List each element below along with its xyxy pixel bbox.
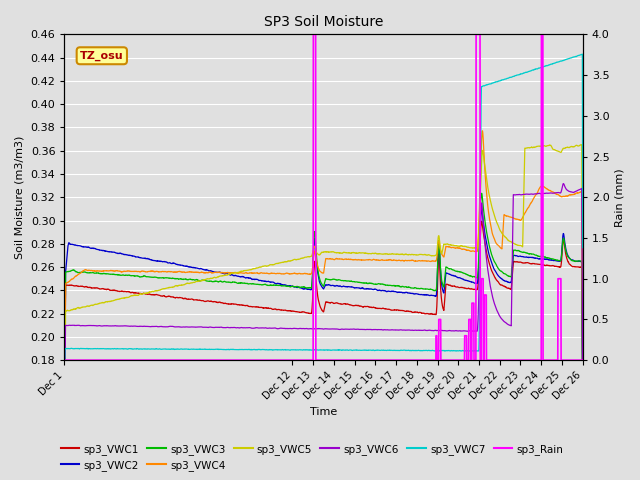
sp3_VWC4 <box>155 269 163 275</box>
Line: sp3_VWC3: sp3_VWC3 <box>65 193 582 421</box>
sp3_Rain <box>259 357 266 363</box>
sp3_VWC5 <box>371 251 379 256</box>
sp3_VWC5 <box>397 252 405 257</box>
sp3_VWC7 <box>155 346 163 352</box>
sp3_VWC7 <box>371 348 379 353</box>
sp3_Rain <box>309 32 317 37</box>
sp3_VWC7 <box>486 81 494 87</box>
sp3_VWC1 <box>579 400 586 406</box>
sp3_VWC4 <box>479 128 486 133</box>
sp3_VWC7 <box>259 347 266 352</box>
sp3_VWC4 <box>259 270 266 276</box>
sp3_VWC1 <box>371 305 379 311</box>
sp3_VWC3 <box>155 275 163 281</box>
sp3_VWC1 <box>397 308 405 313</box>
sp3_VWC5 <box>259 264 266 269</box>
sp3_VWC1 <box>61 424 68 430</box>
sp3_VWC5 <box>578 142 586 147</box>
sp3_VWC1 <box>155 292 163 298</box>
sp3_VWC6 <box>559 180 567 186</box>
sp3_VWC6 <box>155 324 163 330</box>
sp3_VWC5 <box>61 438 68 444</box>
Line: sp3_VWC4: sp3_VWC4 <box>65 131 582 427</box>
sp3_VWC3 <box>259 282 266 288</box>
Text: TZ_osu: TZ_osu <box>80 50 124 61</box>
sp3_VWC5 <box>486 198 494 204</box>
Line: sp3_Rain: sp3_Rain <box>65 35 582 360</box>
sp3_VWC6 <box>579 357 586 363</box>
sp3_Rain <box>371 357 379 363</box>
sp3_VWC6 <box>61 444 68 450</box>
sp3_VWC4 <box>447 245 455 251</box>
sp3_VWC2 <box>259 278 266 284</box>
sp3_Rain <box>579 357 586 363</box>
sp3_Rain <box>487 357 495 363</box>
sp3_VWC3 <box>447 266 455 272</box>
sp3_VWC1 <box>447 283 455 289</box>
Title: SP3 Soil Moisture: SP3 Soil Moisture <box>264 15 383 29</box>
sp3_VWC1 <box>487 265 495 271</box>
sp3_VWC3 <box>61 419 68 424</box>
sp3_VWC6 <box>259 325 266 331</box>
sp3_Rain <box>397 357 405 363</box>
sp3_VWC4 <box>579 359 586 364</box>
sp3_VWC4 <box>371 257 379 263</box>
sp3_VWC7 <box>579 245 586 251</box>
sp3_VWC4 <box>487 222 495 228</box>
sp3_VWC2 <box>487 257 495 263</box>
Legend: sp3_VWC1, sp3_VWC2, sp3_VWC3, sp3_VWC4, sp3_VWC5, sp3_VWC6, sp3_VWC7, sp3_Rain: sp3_VWC1, sp3_VWC2, sp3_VWC3, sp3_VWC4, … <box>56 439 568 475</box>
sp3_VWC2 <box>447 272 455 278</box>
sp3_VWC7 <box>61 456 68 462</box>
sp3_VWC2 <box>478 207 486 213</box>
sp3_VWC7 <box>579 51 586 57</box>
sp3_VWC3 <box>487 248 495 254</box>
sp3_VWC3 <box>371 281 379 287</box>
sp3_VWC6 <box>447 328 455 334</box>
sp3_VWC6 <box>486 284 494 290</box>
sp3_VWC2 <box>579 397 586 403</box>
Y-axis label: Rain (mm): Rain (mm) <box>615 168 625 227</box>
X-axis label: Time: Time <box>310 407 337 417</box>
sp3_VWC4 <box>61 424 68 430</box>
sp3_VWC3 <box>397 284 405 289</box>
sp3_VWC6 <box>371 327 379 333</box>
Line: sp3_VWC5: sp3_VWC5 <box>65 144 582 441</box>
sp3_VWC2 <box>371 286 379 292</box>
sp3_Rain <box>61 357 68 363</box>
sp3_Rain <box>447 357 455 363</box>
sp3_VWC7 <box>447 348 455 353</box>
sp3_VWC3 <box>477 191 485 196</box>
sp3_VWC1 <box>477 218 485 224</box>
sp3_VWC5 <box>579 333 586 339</box>
sp3_Rain <box>155 357 163 363</box>
sp3_VWC5 <box>155 288 163 293</box>
sp3_VWC2 <box>155 258 163 264</box>
Line: sp3_VWC7: sp3_VWC7 <box>65 54 582 459</box>
sp3_VWC3 <box>579 397 586 403</box>
Line: sp3_VWC2: sp3_VWC2 <box>65 210 582 425</box>
Y-axis label: Soil Moisture (m3/m3): Soil Moisture (m3/m3) <box>15 135 25 259</box>
sp3_VWC7 <box>397 348 405 353</box>
sp3_VWC6 <box>397 327 405 333</box>
Line: sp3_VWC6: sp3_VWC6 <box>65 183 582 447</box>
sp3_VWC4 <box>397 258 405 264</box>
Line: sp3_VWC1: sp3_VWC1 <box>65 221 582 427</box>
sp3_VWC1 <box>259 305 266 311</box>
sp3_VWC2 <box>61 422 68 428</box>
sp3_VWC5 <box>447 242 455 248</box>
sp3_VWC2 <box>397 289 405 295</box>
